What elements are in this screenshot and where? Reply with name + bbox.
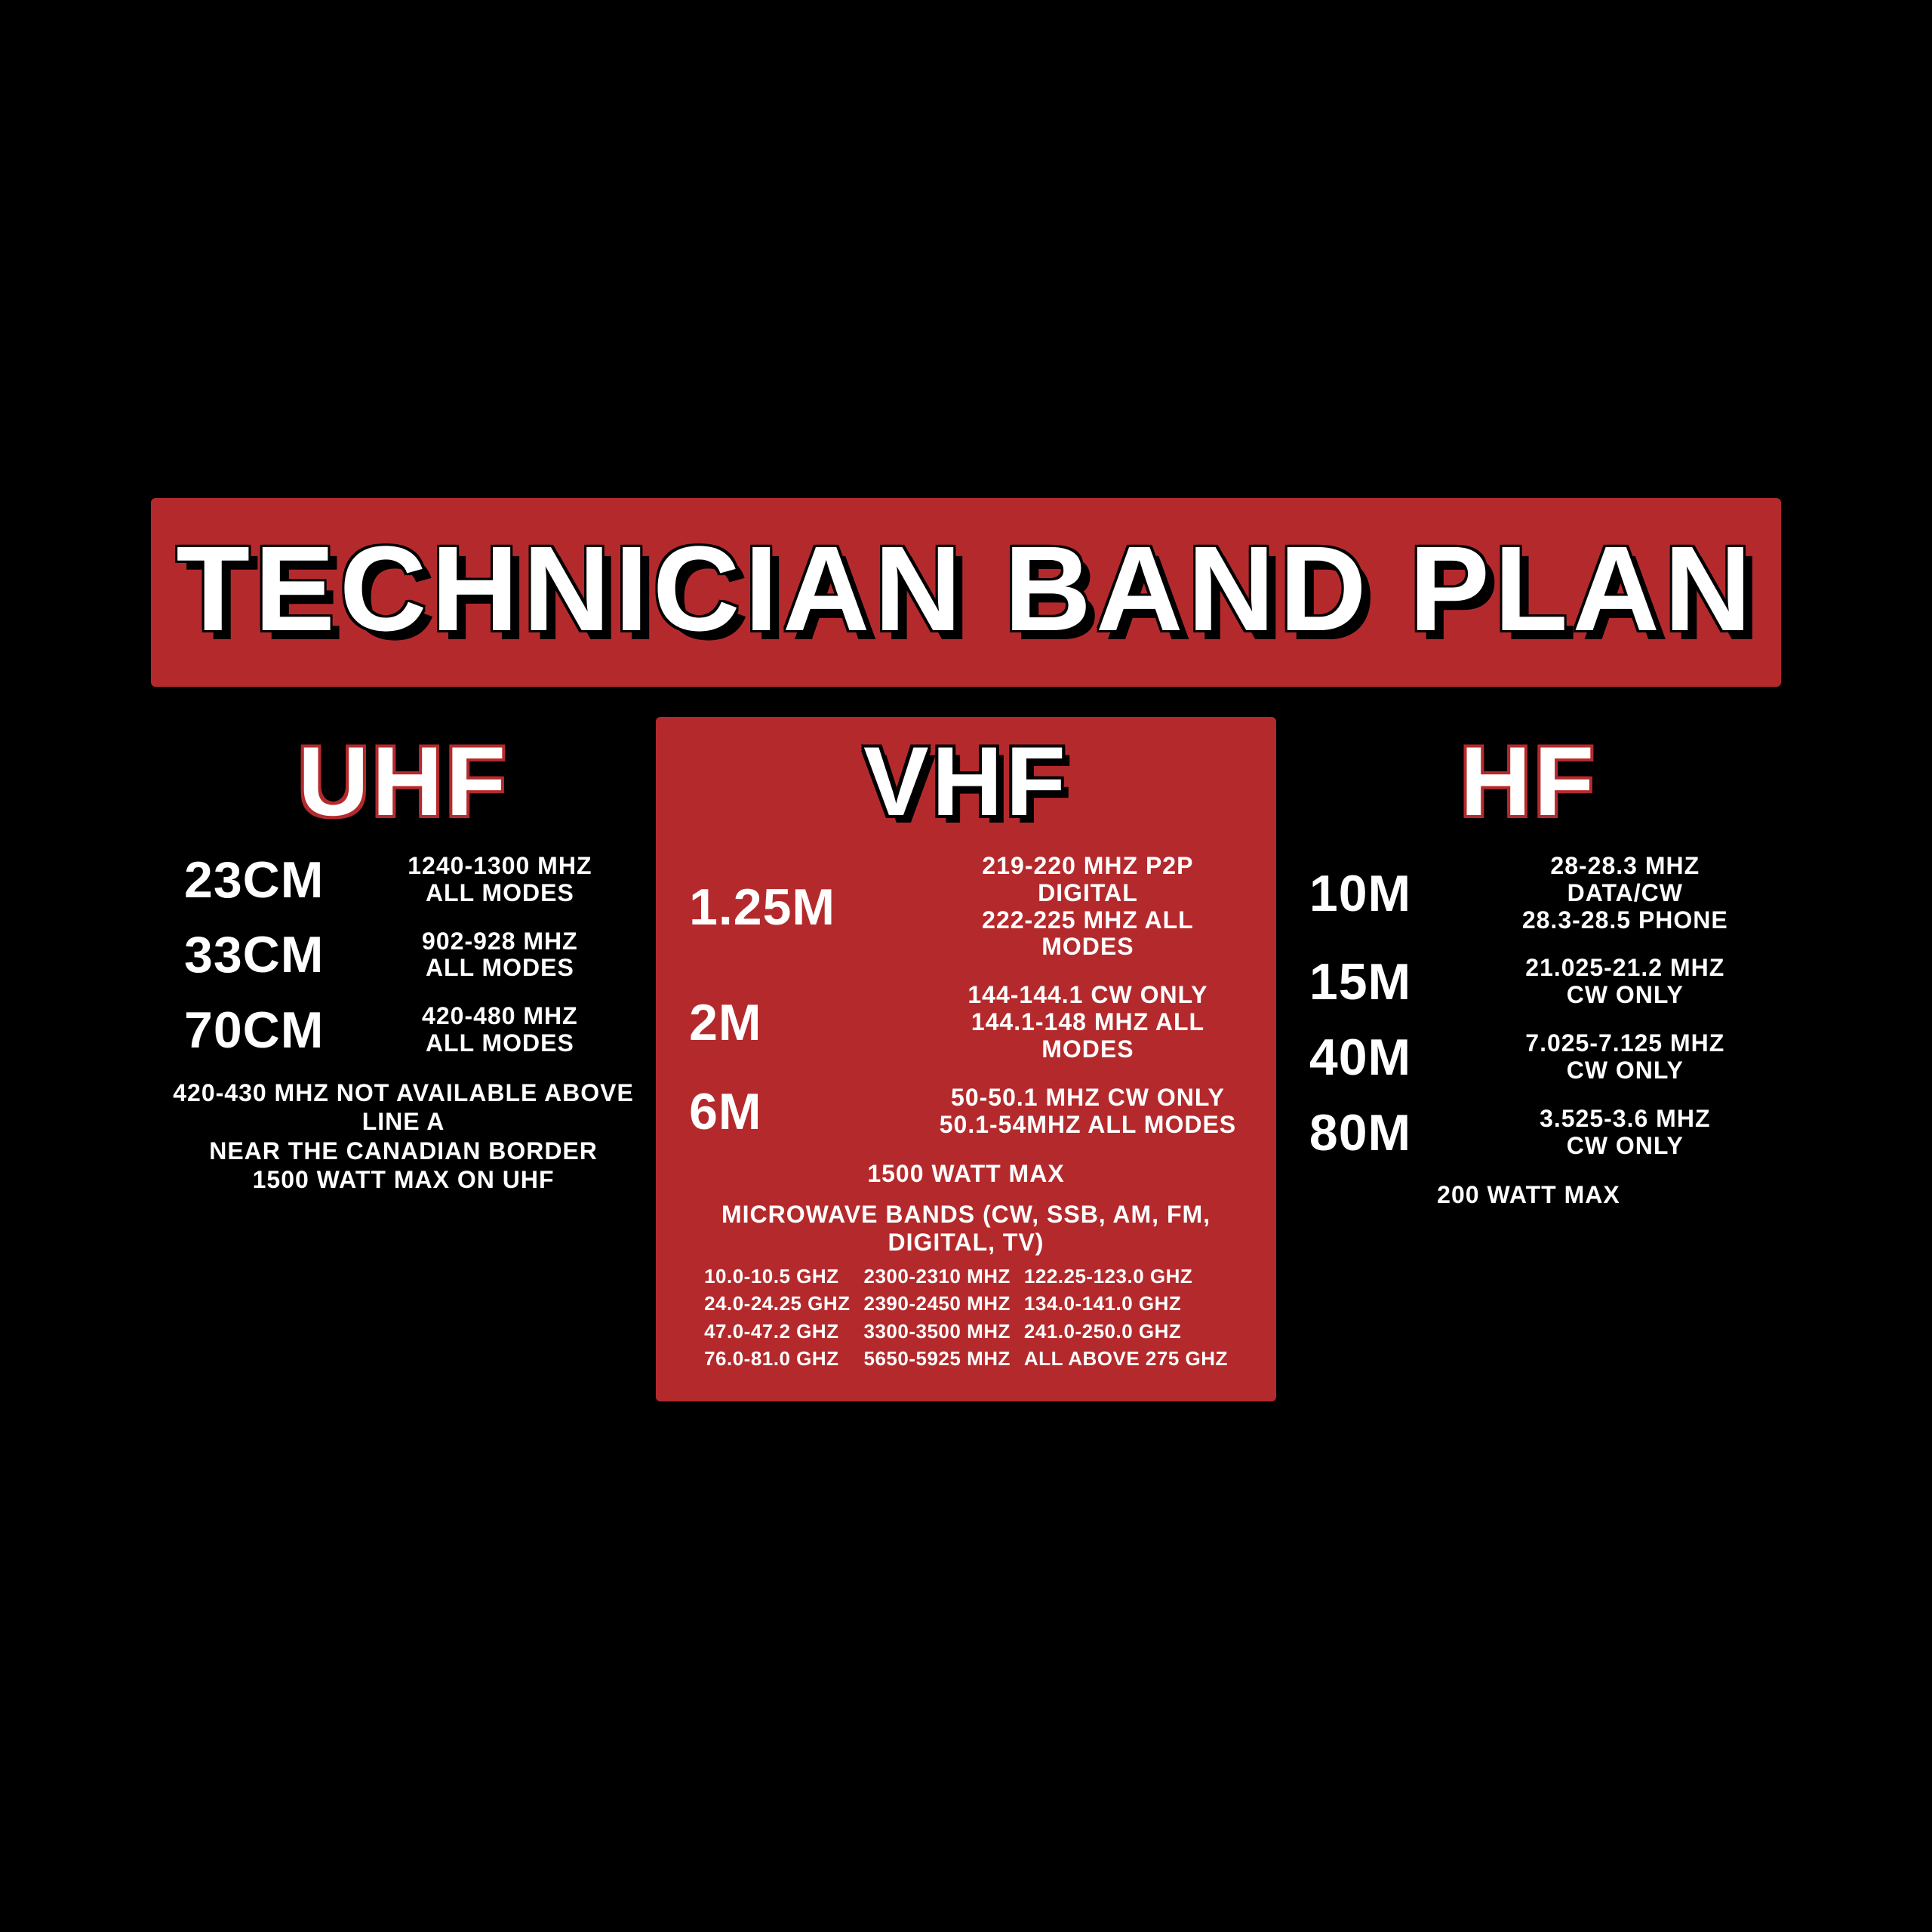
band-detail: 50-50.1 MHZ CW ONLY 50.1-54MHZ ALL MODES (933, 1084, 1243, 1139)
band-line: ALL MODES (377, 880, 623, 907)
band-line: CW ONLY (1503, 1057, 1748, 1084)
title-bar: TECHNICIAN BAND PLAN (151, 498, 1781, 687)
microwave-grid: 10.0-10.5 GHZ 2300-2310 MHZ 122.25-123.0… (674, 1264, 1258, 1371)
band-line: 28.3-28.5 PHONE (1503, 907, 1748, 934)
mw-cell: 2390-2450 MHZ (864, 1291, 1011, 1316)
footnote-line: 1500 WATT MAX ON UHF (169, 1165, 638, 1194)
band-name: 6M (689, 1086, 933, 1137)
microwave-title: MICROWAVE BANDS (CW, SSB, AM, FM, DIGITA… (674, 1201, 1258, 1257)
band-line: 50.1-54MHZ ALL MODES (933, 1112, 1243, 1139)
columns-wrap: UHF 23CM 1240-1300 MHZ ALL MODES 33CM 90… (151, 717, 1781, 1401)
band-line: 902-928 MHZ (377, 928, 623, 955)
footnote-vhf: 1500 WATT MAX (674, 1159, 1258, 1188)
mw-cell: 24.0-24.25 GHZ (704, 1291, 850, 1316)
band-detail: 420-480 MHZ ALL MODES (377, 1003, 623, 1057)
band-row: 40M 7.025-7.125 MHZ CW ONLY (1294, 1030, 1763, 1084)
band-line: 222-225 MHZ ALL MODES (933, 907, 1243, 961)
canvas: TECHNICIAN BAND PLAN UHF 23CM 1240-1300 … (0, 0, 1932, 1932)
band-detail: 7.025-7.125 MHZ CW ONLY (1503, 1030, 1748, 1084)
band-name: 2M (689, 997, 933, 1048)
band-detail: 3.525-3.6 MHZ CW ONLY (1503, 1106, 1748, 1160)
footnote-hf: 200 WATT MAX (1294, 1180, 1763, 1209)
column-vhf: VHF 1.25M 219-220 MHZ P2P DIGITAL 222-22… (656, 717, 1276, 1401)
band-row: 1.25M 219-220 MHZ P2P DIGITAL 222-225 MH… (674, 853, 1258, 961)
footnote-line: 1500 WATT MAX (674, 1159, 1258, 1188)
band-detail: 144-144.1 CW ONLY 144.1-148 MHZ ALL MODE… (933, 982, 1243, 1063)
band-detail: 21.025-21.2 MHZ CW ONLY (1503, 955, 1748, 1009)
band-name: 80M (1309, 1107, 1503, 1158)
heading-uhf: UHF (169, 732, 638, 830)
band-detail: 1240-1300 MHZ ALL MODES (377, 853, 623, 907)
band-row: 70CM 420-480 MHZ ALL MODES (169, 1003, 638, 1057)
band-row: 23CM 1240-1300 MHZ ALL MODES (169, 853, 638, 907)
band-name: 33CM (184, 929, 377, 980)
band-line: 28-28.3 MHZ DATA/CW (1503, 853, 1748, 907)
mw-cell: 10.0-10.5 GHZ (704, 1264, 850, 1289)
band-line: ALL MODES (377, 955, 623, 982)
mw-cell: 122.25-123.0 GHZ (1024, 1264, 1228, 1289)
band-line: 21.025-21.2 MHZ (1503, 955, 1748, 982)
mw-cell: ALL ABOVE 275 GHZ (1024, 1346, 1228, 1371)
mw-cell: 134.0-141.0 GHZ (1024, 1291, 1228, 1316)
footnote-uhf: 420-430 MHZ NOT AVAILABLE ABOVE LINE A N… (169, 1078, 638, 1195)
band-line: 1240-1300 MHZ (377, 853, 623, 880)
band-line: 144-144.1 CW ONLY (933, 982, 1243, 1009)
mw-cell: 3300-3500 MHZ (864, 1319, 1011, 1344)
band-row: 15M 21.025-21.2 MHZ CW ONLY (1294, 955, 1763, 1009)
footnote-line: 200 WATT MAX (1294, 1180, 1763, 1209)
page-title: TECHNICIAN BAND PLAN (174, 528, 1758, 649)
mw-cell: 241.0-250.0 GHZ (1024, 1319, 1228, 1344)
band-line: CW ONLY (1503, 1133, 1748, 1160)
band-row: 80M 3.525-3.6 MHZ CW ONLY (1294, 1106, 1763, 1160)
mw-cell: 2300-2310 MHZ (864, 1264, 1011, 1289)
band-line: 219-220 MHZ P2P DIGITAL (933, 853, 1243, 907)
band-detail: 28-28.3 MHZ DATA/CW 28.3-28.5 PHONE (1503, 853, 1748, 934)
band-row: 6M 50-50.1 MHZ CW ONLY 50.1-54MHZ ALL MO… (674, 1084, 1258, 1139)
band-line: ALL MODES (377, 1030, 623, 1057)
band-detail: 219-220 MHZ P2P DIGITAL 222-225 MHZ ALL … (933, 853, 1243, 961)
mw-cell: 5650-5925 MHZ (864, 1346, 1011, 1371)
heading-vhf: VHF (674, 732, 1258, 830)
column-hf: HF 10M 28-28.3 MHZ DATA/CW 28.3-28.5 PHO… (1276, 717, 1781, 1401)
band-name: 70CM (184, 1004, 377, 1056)
band-name: 40M (1309, 1032, 1503, 1083)
mw-cell: 47.0-47.2 GHZ (704, 1319, 850, 1344)
band-row: 2M 144-144.1 CW ONLY 144.1-148 MHZ ALL M… (674, 982, 1258, 1063)
band-row: 33CM 902-928 MHZ ALL MODES (169, 928, 638, 983)
band-name: 1.25M (689, 881, 933, 933)
band-name: 23CM (184, 854, 377, 906)
band-line: CW ONLY (1503, 982, 1748, 1009)
mw-cell: 76.0-81.0 GHZ (704, 1346, 850, 1371)
band-line: 7.025-7.125 MHZ (1503, 1030, 1748, 1057)
band-line: 144.1-148 MHZ ALL MODES (933, 1009, 1243, 1063)
band-line: 420-480 MHZ (377, 1003, 623, 1030)
footnote-line: NEAR THE CANADIAN BORDER (169, 1137, 638, 1165)
band-name: 15M (1309, 956, 1503, 1008)
band-row: 10M 28-28.3 MHZ DATA/CW 28.3-28.5 PHONE (1294, 853, 1763, 934)
band-line: 50-50.1 MHZ CW ONLY (933, 1084, 1243, 1112)
band-name: 10M (1309, 868, 1503, 919)
column-uhf: UHF 23CM 1240-1300 MHZ ALL MODES 33CM 90… (151, 717, 656, 1401)
band-detail: 902-928 MHZ ALL MODES (377, 928, 623, 983)
heading-hf: HF (1294, 732, 1763, 830)
band-line: 3.525-3.6 MHZ (1503, 1106, 1748, 1133)
footnote-line: 420-430 MHZ NOT AVAILABLE ABOVE LINE A (169, 1078, 638, 1137)
